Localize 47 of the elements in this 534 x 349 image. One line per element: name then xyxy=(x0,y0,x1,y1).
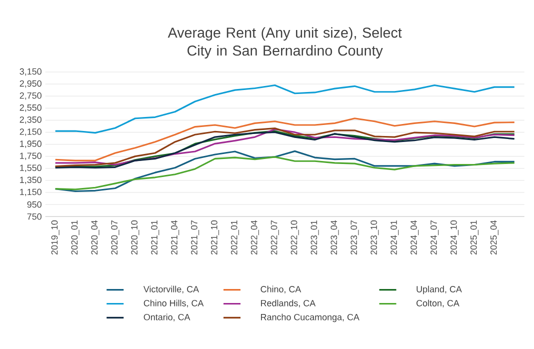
line-series xyxy=(54,84,516,134)
legend-label: Redlands, CA xyxy=(261,300,316,308)
x-tick-label: 2025_01 xyxy=(470,220,478,255)
legend-label: Upland, CA xyxy=(416,286,462,294)
x-tick-label: 2023_07 xyxy=(350,220,359,255)
y-tick-label: 2,350 xyxy=(20,116,42,124)
line-series xyxy=(54,118,516,162)
x-tick-label: 2024_04 xyxy=(410,220,419,255)
y-tick-label: 2,550 xyxy=(20,104,42,112)
legend-label: Chino, CA xyxy=(260,286,302,294)
x-tick-label: 2024_07 xyxy=(430,220,439,255)
y-tick-label: 950 xyxy=(27,202,42,208)
x-tick-label: 2020_10 xyxy=(131,220,140,255)
x-tick-label: 2023_10 xyxy=(370,220,379,255)
x-tick-label: 2023_01 xyxy=(310,220,319,255)
y-tick-label: 1,550 xyxy=(20,164,42,172)
y-tick-label: 1,950 xyxy=(20,140,42,148)
x-tick-label: 2020_01 xyxy=(71,220,80,255)
x-tick-label: 2020_04 xyxy=(91,220,100,255)
x-tick-label: 2021_07 xyxy=(191,220,200,255)
x-tick-label: 2021_10 xyxy=(210,220,220,255)
y-tick-label: 3,150 xyxy=(20,68,42,76)
y-tick-label: 2,750 xyxy=(20,92,42,100)
x-tick-label: 2022_04 xyxy=(250,220,259,255)
y-tick-label: 1,150 xyxy=(20,188,42,196)
legend-label: Chino Hills, CA xyxy=(144,300,204,308)
x-tick-label: 2021_01 xyxy=(151,220,160,255)
legend-label: Ontario, CA xyxy=(144,314,190,322)
legend-label: Rancho Cucamonga, CA xyxy=(261,314,360,322)
x-tick-label: 2022_10 xyxy=(290,220,299,255)
y-tick-label: 750 xyxy=(27,214,42,220)
y-tick-label: 2,150 xyxy=(20,128,42,136)
y-tick-label: 1,350 xyxy=(20,176,42,184)
x-tick-label: 2020_07 xyxy=(111,220,120,255)
x-tick-label: 2023_04 xyxy=(330,220,339,255)
x-tick-label: 2022_01 xyxy=(230,220,239,255)
x-tick-label: 2022_07 xyxy=(270,220,279,255)
x-tick-label: 2021_04 xyxy=(171,220,180,255)
legend-label: Victorville, CA xyxy=(143,286,200,294)
x-tick-label: 2025_04 xyxy=(490,220,498,255)
chart-title: Average Rent (Any unit size), Select City in San Bernardino County xyxy=(168,27,402,59)
legend-label: Colton, CA xyxy=(416,300,460,308)
y-tick-label: 2,950 xyxy=(20,80,42,88)
y-tick-label: 1,750 xyxy=(20,152,42,160)
x-tick-label: 2024_01 xyxy=(390,220,399,255)
x-tick-label: 2024_10 xyxy=(450,220,459,255)
x-tick-label: 2019_10 xyxy=(51,220,60,255)
